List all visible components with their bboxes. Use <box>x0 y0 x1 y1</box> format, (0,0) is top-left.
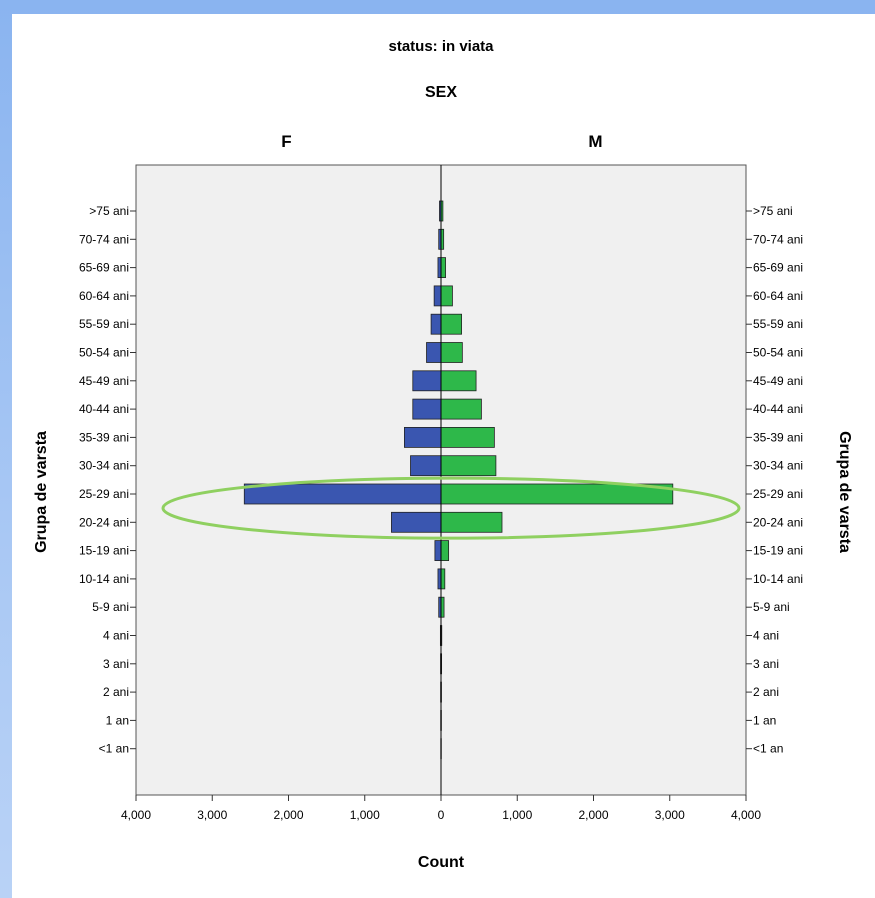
y-tick-label-left: 40-44 ani <box>79 402 129 416</box>
y-tick-label-right: 5-9 ani <box>753 600 790 614</box>
y-tick-label-right: 60-64 ani <box>753 289 803 303</box>
y-tick-label-left: >75 ani <box>89 204 129 218</box>
x-tick-label: 1,000 <box>502 808 532 822</box>
y-tick-label-left: 10-14 ani <box>79 572 129 586</box>
population-pyramid-chart: status: in viata SEX F M >75 ani >75 ani 70-… <box>33 38 853 871</box>
y-tick-label-left: 4 ani <box>103 629 129 643</box>
panel-header: SEX <box>425 84 457 101</box>
y-tick-label-left: 5-9 ani <box>92 600 129 614</box>
y-tick-label-left: 2 ani <box>103 685 129 699</box>
y-tick-label-right: 25-29 ani <box>753 487 803 501</box>
x-tick-label: 3,000 <box>197 808 227 822</box>
y-tick-label-left: 35-39 ani <box>79 430 129 444</box>
y-tick-label-right: 10-14 ani <box>753 572 803 586</box>
y-tick-label-left: 3 ani <box>103 657 129 671</box>
y-tick-label-right: >75 ani <box>753 204 793 218</box>
y-tick-label-left: 1 an <box>106 713 129 727</box>
bar-m-65-69 ani <box>440 257 446 279</box>
x-tick-label: 2,000 <box>273 808 303 822</box>
x-tick-label: 3,000 <box>655 808 685 822</box>
x-tick-label: 4,000 <box>121 808 151 822</box>
y-tick-label-right: 15-19 ani <box>753 544 803 558</box>
y-tick-label-left: 70-74 ani <box>79 232 129 246</box>
bar-f-35-39 ani <box>403 426 442 448</box>
y-tick-label-left: 60-64 ani <box>79 289 129 303</box>
bar-f-60-64 ani <box>433 285 442 307</box>
bar-m-45-49 ani <box>440 370 477 392</box>
bar-m-25-29 ani <box>440 483 674 505</box>
bar-f-45-49 ani <box>412 370 442 392</box>
y-tick-label-right: 65-69 ani <box>753 261 803 275</box>
y-tick-label-left: 65-69 ani <box>79 261 129 275</box>
bar-m-40-44 ani <box>440 398 482 420</box>
y-tick-label-right: 55-59 ani <box>753 317 803 331</box>
y-tick-label-left: 20-24 ani <box>79 515 129 529</box>
y-tick-label-right: <1 an <box>753 742 783 756</box>
x-tick-label: 2,000 <box>578 808 608 822</box>
y-tick-label-right: 50-54 ani <box>753 346 803 360</box>
series-header-f: F <box>281 132 291 151</box>
y-tick-label-left: 55-59 ani <box>79 317 129 331</box>
y-axis-label-right: Grupa de varsta <box>836 431 853 553</box>
y-tick-label-right: 30-34 ani <box>753 459 803 473</box>
y-tick-label-right: 40-44 ani <box>753 402 803 416</box>
bar-m-55-59 ani <box>440 313 462 335</box>
bar-f-25-29 ani <box>243 483 442 505</box>
y-tick-label-left: 50-54 ani <box>79 346 129 360</box>
bar-f-15-19 ani <box>434 540 442 561</box>
bar-m-35-39 ani <box>440 426 495 448</box>
bar-f-50-54 ani <box>426 342 442 363</box>
y-tick-label-left: <1 an <box>99 742 129 756</box>
plot-area: F M >75 ani >75 ani 70-74 ani 70-74 ani 65-69 … <box>79 132 803 822</box>
chart-title: status: in viata <box>388 38 494 55</box>
bar-f-30-34 ani <box>410 455 442 477</box>
x-tick-label: 1,000 <box>350 808 380 822</box>
y-tick-label-left: 30-34 ani <box>79 459 129 473</box>
highlight-ellipse <box>161 476 741 540</box>
y-tick-label-left: 15-19 ani <box>79 544 129 558</box>
y-tick-label-right: 20-24 ani <box>753 515 803 529</box>
y-tick-label-left: 25-29 ani <box>79 487 129 501</box>
y-tick-label-right: 35-39 ani <box>753 430 803 444</box>
bar-m-30-34 ani <box>440 455 497 477</box>
bar-f-20-24 ani <box>391 511 442 533</box>
y-tick-label-right: 3 ani <box>753 657 779 671</box>
y-tick-label-right: 2 ani <box>753 685 779 699</box>
y-tick-label-left: 45-49 ani <box>79 374 129 388</box>
series-header-m: M <box>588 132 602 151</box>
y-tick-label-right: 70-74 ani <box>753 232 803 246</box>
y-tick-label-right: 4 ani <box>753 629 779 643</box>
chart-card: status: in viata SEX F M >75 ani >75 ani 70-… <box>12 14 875 898</box>
bar-m-15-19 ani <box>440 540 450 561</box>
y-axis-label-left: Grupa de varsta <box>33 431 50 553</box>
x-axis-label: Count <box>418 854 465 871</box>
bar-m-60-64 ani <box>440 285 453 307</box>
x-tick-label: 4,000 <box>731 808 761 822</box>
bar-f-40-44 ani <box>412 398 442 420</box>
bar-f-55-59 ani <box>430 313 442 335</box>
bar-m-10-14 ani <box>440 568 446 590</box>
y-tick-label-right: 1 an <box>753 713 776 727</box>
bar-m-50-54 ani <box>440 342 463 363</box>
bar-m-20-24 ani <box>440 511 503 533</box>
y-tick-label-right: 45-49 ani <box>753 374 803 388</box>
x-tick-label: 0 <box>438 808 445 822</box>
